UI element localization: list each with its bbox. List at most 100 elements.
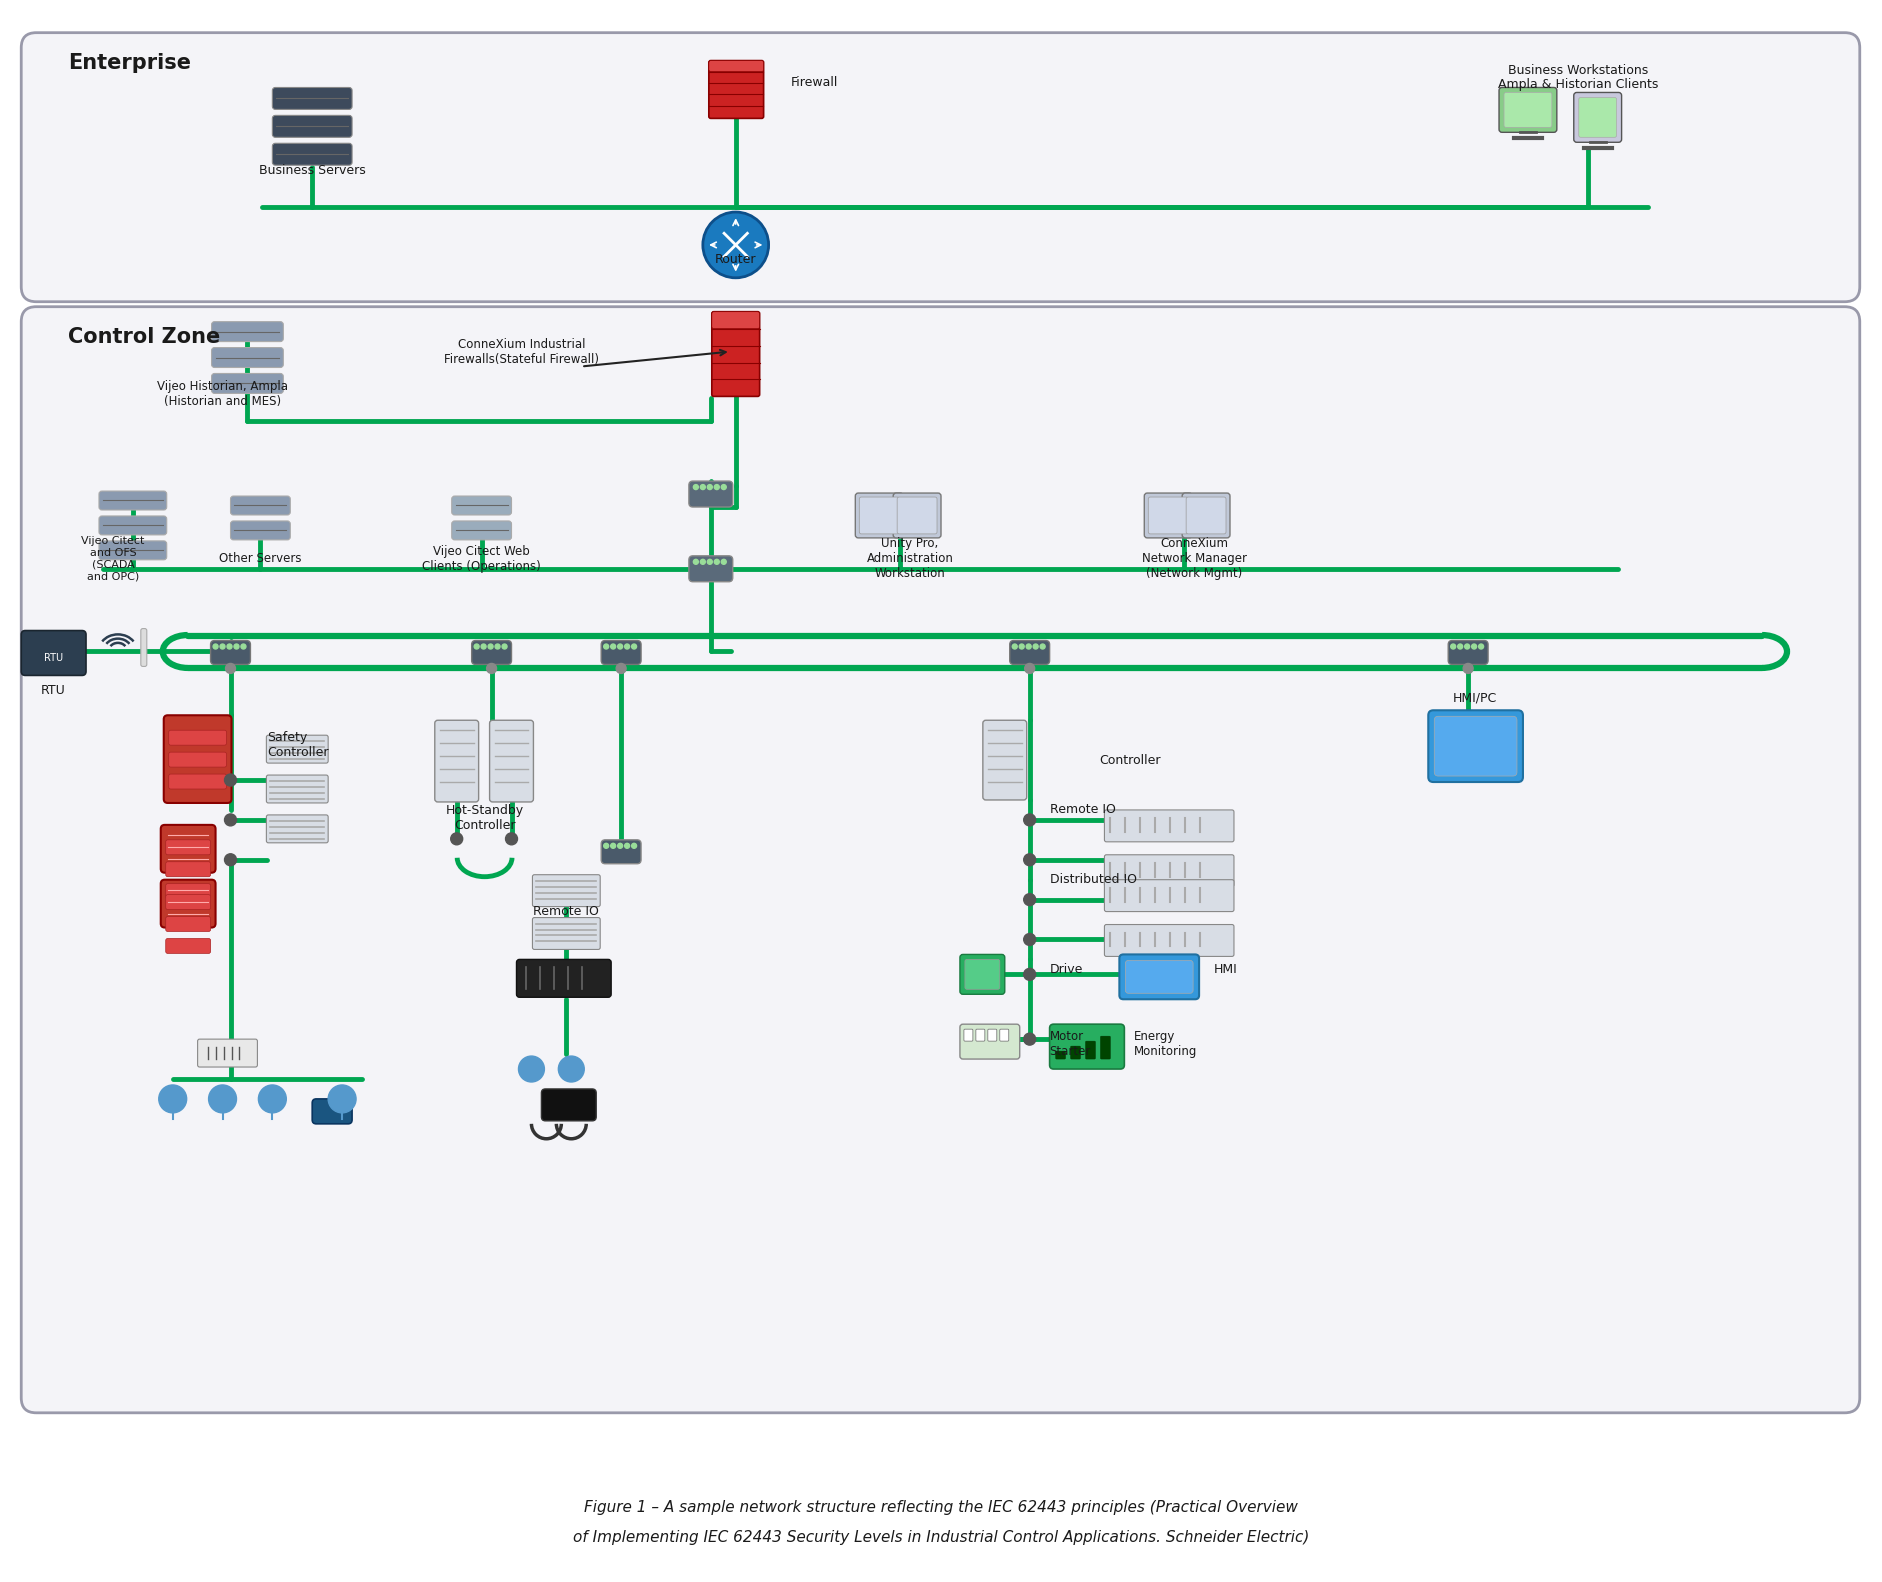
FancyBboxPatch shape [166,840,211,854]
FancyBboxPatch shape [600,840,642,864]
FancyBboxPatch shape [211,373,284,394]
FancyBboxPatch shape [1071,1046,1080,1058]
FancyBboxPatch shape [164,715,231,804]
Circle shape [1451,644,1455,649]
FancyBboxPatch shape [999,1030,1009,1041]
Circle shape [1026,644,1031,649]
Text: Vijeo Citect
and OFS
(SCADA
and OPC): Vijeo Citect and OFS (SCADA and OPC) [81,536,145,581]
Circle shape [224,774,237,786]
FancyBboxPatch shape [211,321,284,342]
FancyBboxPatch shape [710,60,764,119]
Circle shape [1459,644,1462,649]
FancyBboxPatch shape [489,720,533,802]
FancyBboxPatch shape [100,541,167,560]
Circle shape [632,644,636,649]
FancyBboxPatch shape [452,520,512,539]
Circle shape [450,832,463,845]
FancyBboxPatch shape [169,774,226,789]
Circle shape [224,854,237,865]
FancyBboxPatch shape [1434,717,1517,777]
FancyBboxPatch shape [273,87,352,109]
Circle shape [1020,644,1024,649]
Circle shape [327,1085,356,1112]
Circle shape [610,644,615,649]
Text: HMI/PC: HMI/PC [1453,691,1498,706]
FancyBboxPatch shape [533,875,600,906]
FancyBboxPatch shape [1105,880,1235,911]
FancyBboxPatch shape [267,736,327,763]
Text: Firewall: Firewall [790,76,837,89]
FancyBboxPatch shape [1500,87,1556,133]
Circle shape [220,644,226,649]
Text: Remote IO: Remote IO [533,905,598,918]
FancyBboxPatch shape [100,490,167,509]
Circle shape [233,644,239,649]
Circle shape [209,1085,237,1112]
Circle shape [228,644,231,649]
Circle shape [224,813,237,826]
FancyBboxPatch shape [211,348,284,367]
Circle shape [715,484,719,489]
Text: Unity Pro,
Administration
Workstation: Unity Pro, Administration Workstation [868,538,954,581]
FancyBboxPatch shape [982,720,1028,800]
Circle shape [715,560,719,565]
FancyBboxPatch shape [21,33,1859,302]
FancyBboxPatch shape [710,60,764,71]
Circle shape [625,843,630,848]
FancyBboxPatch shape [166,916,211,932]
FancyBboxPatch shape [1186,497,1225,533]
Text: Energy
Monitoring: Energy Monitoring [1135,1030,1197,1058]
FancyBboxPatch shape [267,815,327,843]
Text: Safety
Controller: Safety Controller [267,731,329,759]
FancyBboxPatch shape [166,895,211,910]
FancyBboxPatch shape [854,494,903,538]
Text: Business Workstations: Business Workstations [1507,63,1649,78]
FancyBboxPatch shape [198,1039,258,1066]
FancyBboxPatch shape [1428,710,1523,782]
FancyBboxPatch shape [689,481,732,506]
FancyBboxPatch shape [1120,954,1199,1000]
Circle shape [1041,644,1045,649]
Circle shape [487,663,497,674]
Circle shape [502,644,506,649]
Circle shape [1024,933,1035,946]
Circle shape [1024,1033,1035,1046]
FancyBboxPatch shape [160,824,216,873]
FancyBboxPatch shape [160,880,216,927]
Circle shape [1462,663,1474,674]
FancyBboxPatch shape [1101,1036,1110,1058]
Circle shape [693,484,698,489]
FancyBboxPatch shape [1105,854,1235,886]
FancyBboxPatch shape [230,497,290,516]
Circle shape [617,644,623,649]
FancyBboxPatch shape [1105,924,1235,957]
Text: Other Servers: Other Servers [218,552,301,565]
Circle shape [625,644,630,649]
FancyBboxPatch shape [1105,810,1235,842]
FancyBboxPatch shape [1182,494,1231,538]
Circle shape [702,212,768,278]
FancyBboxPatch shape [977,1030,984,1041]
FancyBboxPatch shape [988,1030,997,1041]
Circle shape [1013,644,1018,649]
Circle shape [482,644,486,649]
Circle shape [559,1057,583,1082]
FancyBboxPatch shape [964,1030,973,1041]
FancyBboxPatch shape [230,520,290,539]
Circle shape [1024,854,1035,865]
FancyBboxPatch shape [516,959,612,997]
FancyBboxPatch shape [267,775,327,804]
FancyBboxPatch shape [711,312,760,329]
FancyBboxPatch shape [711,312,760,397]
Text: Router: Router [715,253,757,266]
FancyBboxPatch shape [533,918,600,949]
FancyBboxPatch shape [542,1088,597,1120]
Text: Vijeo Historian, Ampla
(Historian and MES): Vijeo Historian, Ampla (Historian and ME… [156,380,288,408]
FancyBboxPatch shape [1056,1050,1065,1058]
FancyBboxPatch shape [600,641,642,664]
Circle shape [604,843,608,848]
Text: Vijeo Citect Web
Clients (Operations): Vijeo Citect Web Clients (Operations) [422,544,540,573]
Circle shape [495,644,501,649]
Text: RTU: RTU [41,683,66,696]
Text: ConneXium
Network Manager
(Network Mgmt): ConneXium Network Manager (Network Mgmt) [1142,538,1246,581]
